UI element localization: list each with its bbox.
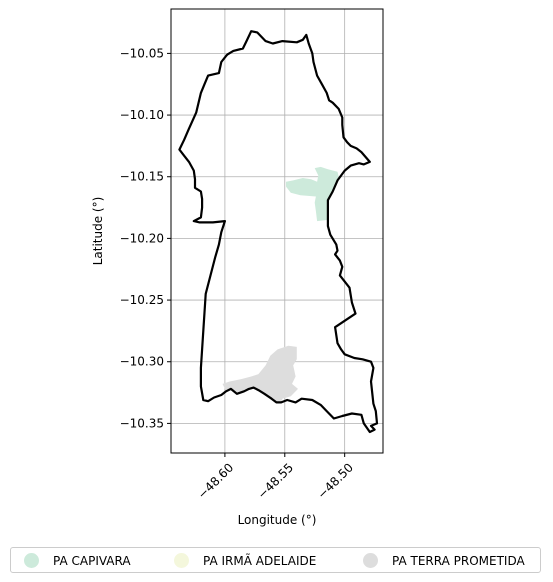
- boundary-outline: [178, 30, 379, 434]
- legend-entry-capivara: PA CAPIVARA: [24, 553, 131, 568]
- legend-marker: [174, 553, 189, 568]
- y-tick-label: −10.20: [120, 231, 164, 245]
- legend-label: PA CAPIVARA: [53, 553, 131, 568]
- x-tick-label: −48.50: [315, 460, 356, 501]
- plot-frame: [170, 8, 384, 454]
- legend-entry-terra-prometida: PA TERRA PROMETIDA: [363, 553, 525, 568]
- settlement-regions: [222, 166, 339, 403]
- y-tick-label: −10.30: [120, 355, 164, 369]
- legend-label: PA IRMÃ ADELAIDE: [203, 553, 317, 568]
- municipality-boundary: [178, 30, 379, 434]
- y-axis-label: Latitude (°): [91, 197, 105, 266]
- legend-label: PA TERRA PROMETIDA: [392, 553, 525, 568]
- x-tick-label: −48.60: [195, 460, 236, 501]
- y-tick-label: −10.25: [120, 293, 164, 307]
- region-pa-terra-prometida: [222, 345, 298, 403]
- y-tick-label: −10.05: [120, 46, 164, 60]
- region-pa-capivara: [286, 166, 339, 222]
- x-tick-label: −48.55: [255, 460, 296, 501]
- legend-marker: [24, 553, 39, 568]
- legend-entry-irma-adelaide: PA IRMÃ ADELAIDE: [174, 553, 316, 568]
- x-axis-label: Longitude (°): [238, 513, 317, 527]
- y-tick-label: −10.35: [120, 416, 164, 430]
- legend: PA CAPIVARA PA IRMÃ ADELAIDE PA TERRA PR…: [10, 547, 541, 573]
- y-tick-label: −10.10: [120, 108, 164, 122]
- y-tick-label: −10.15: [120, 170, 164, 184]
- legend-marker: [363, 553, 378, 568]
